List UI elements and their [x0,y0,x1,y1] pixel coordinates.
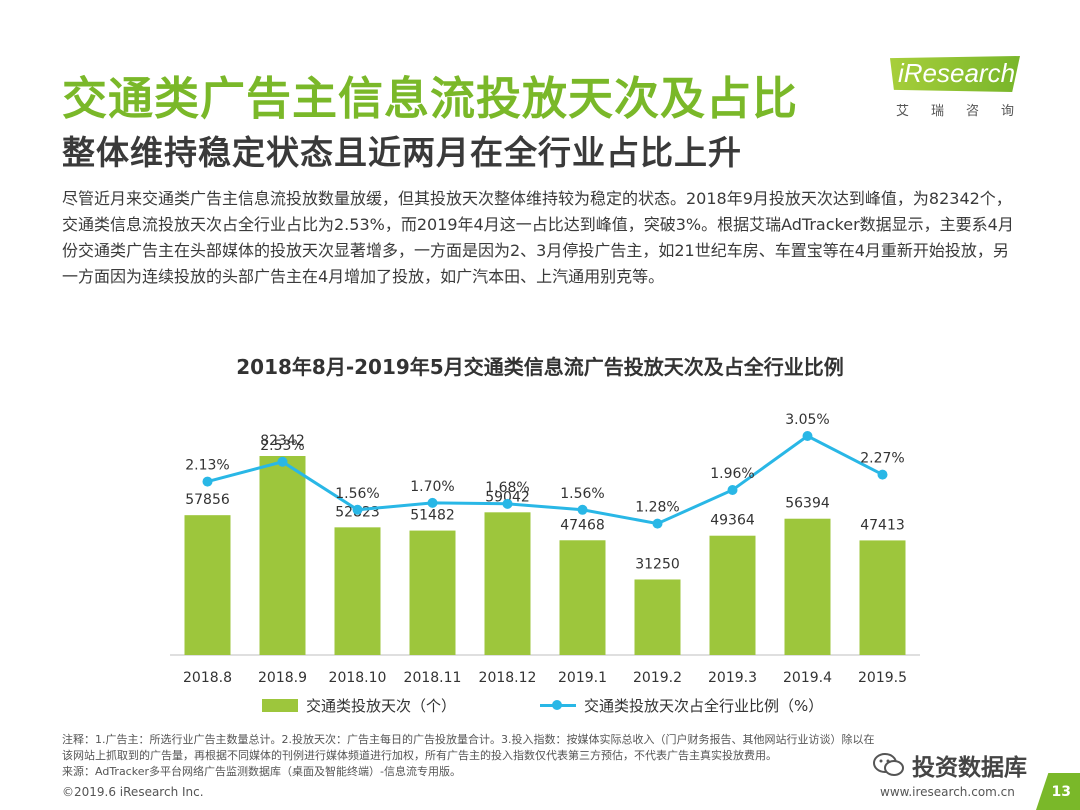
legend-item-line: 交通类投放天次占全行业比例（%） [540,695,823,716]
share-point-2018.12 [502,498,513,509]
legend-line-label: 交通类投放天次占全行业比例（%） [584,697,824,715]
page-subtitle: 整体维持稳定状态且近两月在全行业占比上升 [62,133,742,172]
chart: 578562018.8823422018.9528232018.10514822… [170,412,920,686]
bar-label-2019.2: 31250 [635,556,680,572]
share-label-2018.10: 1.56% [335,486,379,502]
share-point-2018.11 [427,497,438,508]
bar-2019.2 [634,579,681,655]
chart-title: 2018年8月-2019年5月交通类信息流广告投放天次及占全行业比例 [236,355,844,379]
share-point-2019.2 [652,518,663,529]
bar-2018.9 [259,456,306,655]
bar-label-2018.9: 82342 [260,433,305,449]
footer-url[interactable]: www.iresearch.com.cn [880,785,1015,799]
share-point-2018.8 [202,476,213,487]
logo-cn: 艾瑞咨询 [896,104,1037,119]
bar-label-2018.11: 51482 [410,508,455,524]
bar-2018.8 [184,515,231,655]
share-label-2019.3: 1.96% [710,466,754,482]
watermark: 投资数据库 [872,748,1027,782]
bar-label-2018.8: 57856 [185,492,230,508]
bar-label-2019.1: 47468 [560,517,605,533]
notes-line-2: 来源：AdTracker多平台网络广告监测数据库（桌面及智能终端）-信息流专用版… [62,765,461,778]
bar-label-2019.5: 47413 [860,517,905,533]
legend-line-swatch [540,700,576,710]
x-tick-2018.10: 2018.10 [329,670,387,686]
x-tick-2019.3: 2019.3 [708,670,757,686]
x-tick-2018.12: 2018.12 [479,670,537,686]
bar-2018.10 [334,527,381,655]
share-label-2018.9: 2.53% [260,438,304,454]
legend-bar-label: 交通类投放天次（个） [306,697,457,715]
bar-2018.11 [409,530,456,655]
bar-label-2018.12: 59042 [485,489,530,505]
share-label-2019.1: 1.56% [560,486,604,502]
x-tick-2018.8: 2018.8 [183,670,232,686]
bar-2018.12 [484,512,531,655]
logo-badge [890,56,1020,92]
page-title: 交通类广告主信息流投放天次及占比 [62,72,799,125]
page-number-text: 13 [1051,784,1071,800]
bar-2019.4 [784,518,831,655]
share-point-2019.5 [877,469,888,480]
x-tick-2019.4: 2019.4 [783,670,832,686]
share-label-2019.5: 2.27% [860,451,904,467]
iresearch-logo: iResearch 艾瑞咨询 [890,56,1025,122]
page-number: 13 [1036,773,1080,810]
share-point-2018.10 [352,504,363,515]
bar-label-2019.4: 56394 [785,496,830,512]
x-tick-2018.9: 2018.9 [258,670,307,686]
share-label-2018.8: 2.13% [185,458,229,474]
wechat-icon [873,753,904,776]
footer-copyright: ©2019.6 iResearch Inc. [62,785,204,799]
notes: 注释：1.广告主：所选行业广告主数量总计。2.投放天次：广告主每日的广告投放量合… [62,732,882,780]
notes-line-1: 注释：1.广告主：所选行业广告主数量总计。2.投放天次：广告主每日的广告投放量合… [62,733,875,762]
logo-wordmark: iResearch [898,58,1016,88]
x-tick-2018.11: 2018.11 [404,670,462,686]
share-point-2019.4 [802,431,813,442]
x-tick-2019.1: 2019.1 [558,670,607,686]
x-tick-2019.2: 2019.2 [633,670,682,686]
share-point-2019.3 [727,484,738,495]
share-line [207,434,884,526]
watermark-text: 投资数据库 [912,755,1027,781]
share-label-2018.11: 1.70% [410,479,454,495]
share-label-2019.2: 1.28% [635,500,679,516]
x-tick-2019.5: 2019.5 [858,670,907,686]
bar-2019.1 [559,540,606,655]
share-label-2018.12: 1.68% [485,480,529,496]
bar-2019.5 [859,540,906,655]
bar-2019.3 [709,535,756,655]
share-point-2018.9 [277,456,288,467]
description-paragraph: 尽管近月来交通类广告主信息流投放数量放缓，但其投放天次整体维持较为稳定的状态。2… [62,189,1014,286]
chart-legend: 交通类投放天次（个） 交通类投放天次占全行业比例（%） [0,695,1080,719]
share-label-2019.4: 3.05% [785,412,829,428]
share-point-2019.1 [577,504,588,515]
bar-label-2019.3: 49364 [710,513,755,529]
legend-item-bar: 交通类投放天次（个） [262,695,456,716]
legend-bar-swatch [262,699,298,712]
